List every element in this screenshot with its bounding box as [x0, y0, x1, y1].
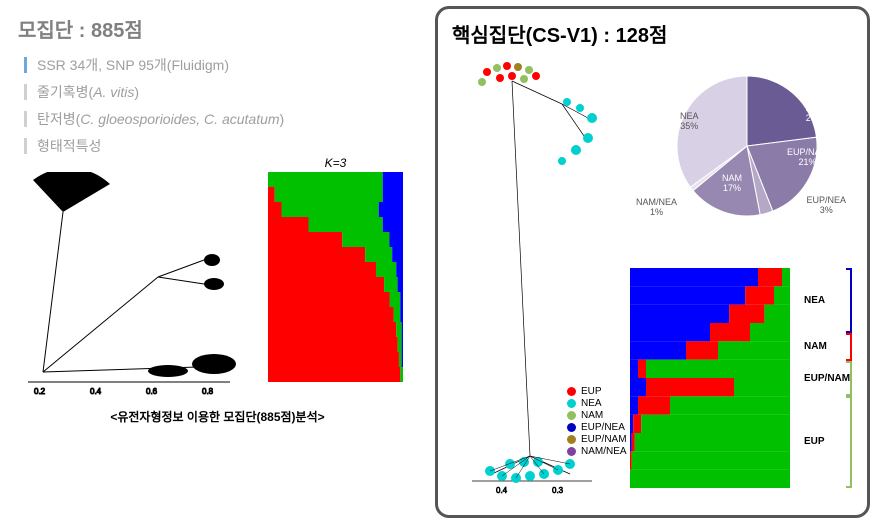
right-panel: 핵심집단(CS-V1) : 128점 0.4 0.3	[435, 6, 870, 518]
legend-item: EUP/NAM	[567, 434, 627, 445]
legend-item: EUP/NEA	[567, 422, 627, 433]
legend-item: NAM/NEA	[567, 446, 627, 457]
phylo-tree-left: 0.2 0.4 0.6 0.8	[18, 172, 238, 402]
svg-text:0.4: 0.4	[496, 486, 508, 495]
list-item: 형태적특성	[24, 136, 417, 156]
bracket-labels: NEANAMEUP/NAMEUP	[794, 268, 852, 488]
legend-item: NAM	[567, 410, 627, 421]
structure-plot-right	[630, 268, 790, 488]
list-item: SSR 34개, SNP 95개(Fluidigm)	[24, 55, 417, 75]
legend: EUPNEANAMEUP/NEAEUP/NAMNAM/NEA	[567, 386, 627, 458]
pie-label-namnea: NAM/NEA1%	[636, 198, 677, 218]
svg-text:0.6: 0.6	[146, 387, 158, 396]
pie-chart: EUP23% EUP/NAM21% EUP/NEA3% NAM17% NAM/N…	[622, 56, 852, 236]
left-title: 모집단 : 885점	[18, 14, 417, 43]
list-item: 탄저병(C. gloeosporioides, C. acutatum)	[24, 109, 417, 129]
left-caption: <유전자형정보 이용한 모집단(885점)분석>	[18, 408, 417, 425]
structure-plot-left: K=3	[268, 172, 403, 382]
svg-text:0.2: 0.2	[34, 387, 46, 396]
pie-label-eupnea: EUP/NEA3%	[806, 196, 846, 216]
left-panel: 모집단 : 885점 SSR 34개, SNP 95개(Fluidigm) 줄기…	[0, 0, 435, 524]
pie-label-eup: EUP23%	[805, 104, 824, 124]
svg-text:0.4: 0.4	[90, 387, 102, 396]
svg-text:0.8: 0.8	[202, 387, 214, 396]
list-item: 줄기혹병(A. vitis)	[24, 82, 417, 102]
pie-label-eupnam: EUP/NAM21%	[787, 148, 828, 168]
legend-item: NEA	[567, 398, 627, 409]
pie-label-nea: NEA35%	[680, 112, 699, 132]
legend-item: EUP	[567, 386, 627, 397]
k-label: K=3	[325, 156, 347, 170]
pie-label-nam: NAM17%	[722, 174, 742, 194]
svg-text:0.3: 0.3	[552, 486, 564, 495]
trait-list: SSR 34개, SNP 95개(Fluidigm) 줄기혹병(A. vitis…	[24, 55, 417, 156]
right-title: 핵심집단(CS-V1) : 128점	[452, 19, 853, 48]
